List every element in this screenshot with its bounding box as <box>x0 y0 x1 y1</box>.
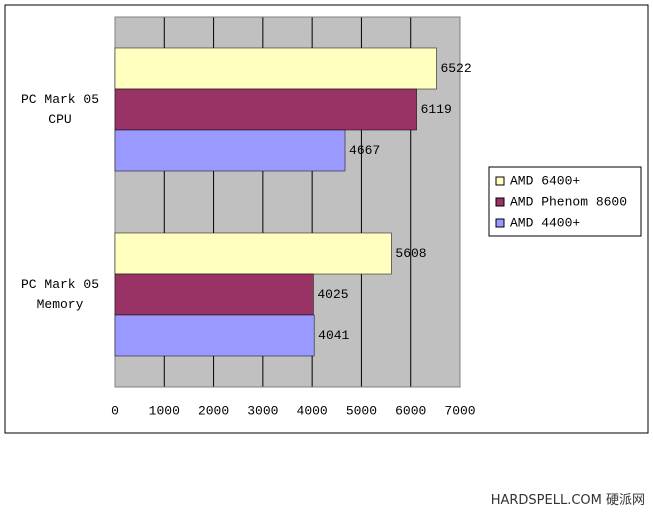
y-tick-label: PC Mark 05 Memory <box>20 276 99 312</box>
legend-label: AMD 6400+ <box>510 173 580 188</box>
bar <box>114 232 392 275</box>
x-tick-label: 7000 <box>444 403 475 418</box>
legend-box <box>488 166 642 237</box>
bar <box>114 273 314 316</box>
x-tick-label: 5000 <box>346 403 377 418</box>
value-label: 4041 <box>318 328 349 343</box>
bar <box>114 314 315 357</box>
plot-border <box>114 16 461 388</box>
x-tick-label: 6000 <box>395 403 426 418</box>
x-tick-label: 4000 <box>297 403 328 418</box>
x-tick-label: 2000 <box>198 403 229 418</box>
x-tick-label: 0 <box>111 403 119 418</box>
x-tick-label: 3000 <box>247 403 278 418</box>
legend-swatch <box>495 176 505 186</box>
legend-swatch <box>495 197 505 207</box>
bar <box>114 88 417 131</box>
y-tick-label: PC Mark 05 CPU <box>20 91 99 127</box>
value-label: 4667 <box>349 143 380 158</box>
watermark: HARDSPELL.COM 硬派网 <box>490 493 645 508</box>
bar <box>114 47 437 90</box>
value-label: 5608 <box>395 246 426 261</box>
x-tick-label: 1000 <box>149 403 180 418</box>
legend-label: AMD 4400+ <box>510 215 580 230</box>
legend-label: AMD Phenom 8600 <box>510 194 627 209</box>
value-label: 6522 <box>440 61 471 76</box>
bar <box>114 129 346 172</box>
legend-swatch <box>495 218 505 228</box>
value-label: 4025 <box>317 287 348 302</box>
value-label: 6119 <box>421 102 452 117</box>
